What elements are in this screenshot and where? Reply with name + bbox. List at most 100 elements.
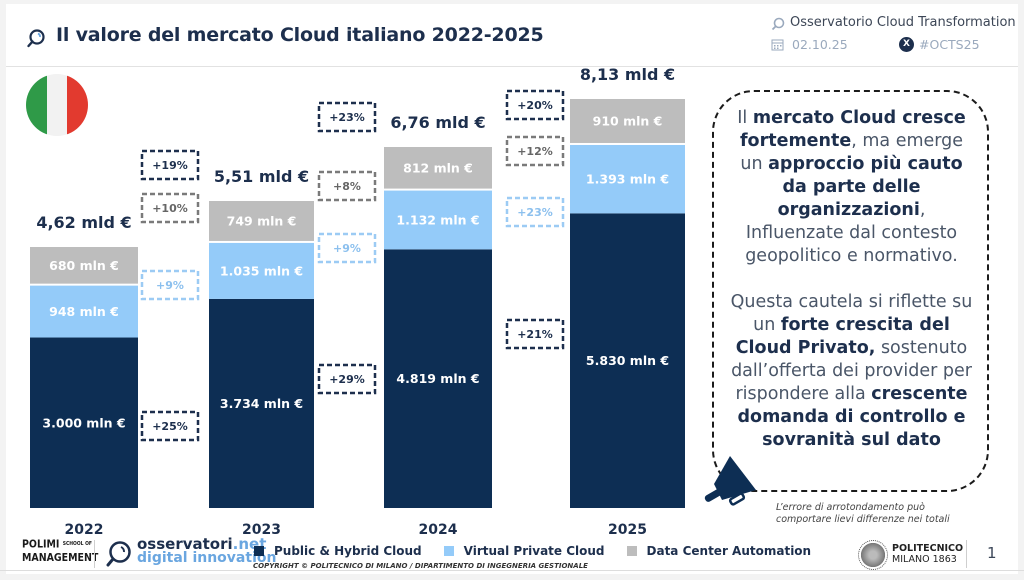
bar-segment-virtual-private <box>570 144 685 214</box>
growth-label: +19% <box>152 159 188 172</box>
bar-segment-data-center <box>30 247 138 284</box>
polimi-logo-line1: POLIMI <box>22 538 60 551</box>
growth-label: +20% <box>517 99 553 112</box>
growth-label: +23% <box>329 111 365 124</box>
bar-segment-virtual-private <box>384 190 492 250</box>
growth-label: +9% <box>333 242 361 255</box>
event-hashtag: #OCTS25 <box>919 37 980 52</box>
callout-text-run: , ma emerge un <box>740 131 964 174</box>
politecnico-seal-icon <box>858 540 888 570</box>
page-title: Il valore del mercato Cloud italiano 202… <box>56 24 544 46</box>
legend-item-public-hybrid: Public & Hybrid Cloud <box>254 544 422 558</box>
bar-segment-label: 3.734 mln € <box>220 396 303 411</box>
page-divider <box>966 540 967 568</box>
bar-segment-label: 910 mln € <box>593 113 663 128</box>
growth-label: +10% <box>152 202 188 215</box>
bar-total-label: 6,76 mld € <box>390 113 485 132</box>
callout-bold-text: forte crescita del Cloud Privato, <box>735 315 950 358</box>
growth-label: +25% <box>152 420 188 433</box>
bar-segment-label: 749 mln € <box>227 213 297 228</box>
bar-segment-public-hybrid <box>570 213 685 508</box>
italy-flag-icon <box>26 74 88 136</box>
x-social-icon: X <box>899 37 914 52</box>
growth-box-virtual-private <box>140 269 200 301</box>
polimi-logo-small: SCHOOL OF <box>62 541 92 547</box>
growth-label: +29% <box>329 373 365 386</box>
footer-divider <box>94 540 95 568</box>
bar-segment-label: 680 mln € <box>49 258 119 273</box>
bar-segment-data-center <box>209 201 314 241</box>
callout-bold-text: crescente domanda di controllo e sovrani… <box>737 384 968 450</box>
polimi-logo-line2: MANAGEMENT <box>22 551 99 564</box>
bar-segment-label: 948 mln € <box>49 304 119 319</box>
callout-box <box>712 90 989 492</box>
callout-text: Il mercato Cloud cresce fortemente, ma e… <box>728 107 975 452</box>
observatory-name: Osservatorio Cloud Transformation <box>790 15 1016 30</box>
callout-text-run: Il <box>737 108 753 128</box>
growth-box-total <box>505 89 565 121</box>
year-label: 2022 <box>65 522 104 538</box>
legend-label: Public & Hybrid Cloud <box>274 544 422 558</box>
chart-legend: Public & Hybrid Cloud Virtual Private Cl… <box>254 544 811 558</box>
growth-box-data-center <box>505 135 565 167</box>
callout-paragraph-2: Questa cautela si riflette su un forte c… <box>728 291 975 452</box>
bar-segment-public-hybrid <box>209 298 314 508</box>
bar-segment-public-hybrid <box>384 249 492 508</box>
calendar-icon <box>771 39 784 51</box>
bar-segment-label: 1.393 mln € <box>586 172 669 187</box>
year-label: 2023 <box>242 522 281 538</box>
bar-segment-virtual-private <box>30 285 138 338</box>
growth-box-total <box>140 149 200 181</box>
callout-paragraph-1: Il mercato Cloud cresce fortemente, ma e… <box>728 107 975 268</box>
page-number: 1 <box>987 544 997 562</box>
year-label: 2025 <box>608 522 647 538</box>
callout-bold-text: mercato Cloud cresce fortemente <box>739 108 966 151</box>
magnifier-icon <box>27 29 45 48</box>
growth-label: +21% <box>517 328 553 341</box>
bar-segment-virtual-private <box>209 242 314 299</box>
bar-segment-label: 3.000 mln € <box>42 415 125 430</box>
bar-segment-label: 812 mln € <box>403 160 473 175</box>
bar-segment-label: 4.819 mln € <box>396 371 479 386</box>
bar-segment-label: 1.132 mln € <box>396 212 479 227</box>
growth-box-public-hybrid <box>140 410 200 442</box>
politecnico-subtitle: MILANO 1863 <box>892 554 957 565</box>
callout-text-run: , Influenzate dal contesto geopolitico e… <box>745 200 958 266</box>
growth-label: +8% <box>333 180 361 193</box>
callout-text-run: Questa cautela si riflette su un <box>730 292 973 335</box>
callout-text-run: sostenuto dall’offerta dei provider per … <box>731 338 972 404</box>
slide: Il valore del mercato Cloud italiano 202… <box>6 4 1018 574</box>
rounding-note: L’errore di arrotondamento può comportar… <box>776 502 950 525</box>
bottom-border <box>0 570 1024 571</box>
bar-segment-label: 1.035 mln € <box>220 263 303 278</box>
bar-segment-public-hybrid <box>30 337 138 508</box>
bar-segment-data-center <box>570 99 685 143</box>
growth-label: +9% <box>156 279 184 292</box>
copyright-text: COPYRIGHT © POLITECNICO DI MILANO / DIPA… <box>253 562 588 570</box>
callout-bold-text: approccio più cauto da parte delle organ… <box>768 154 963 220</box>
politecnico-logo: POLITECNICO MILANO 1863 <box>892 543 963 565</box>
politecnico-name: POLITECNICO <box>892 543 964 554</box>
growth-label: +12% <box>517 145 553 158</box>
legend-label: Virtual Private Cloud <box>463 544 605 558</box>
polimi-logo: POLIMI SCHOOL OF MANAGEMENT <box>22 538 98 565</box>
growth-box-public-hybrid <box>505 318 565 350</box>
bar-total-label: 8,13 mld € <box>580 65 675 84</box>
year-label: 2024 <box>419 522 458 538</box>
legend-item-data-center: Data Center Automation <box>626 544 812 558</box>
osservatori-logo: osservatori.net digital innovation <box>137 535 276 566</box>
observatory-icon <box>771 17 785 31</box>
event-date: 02.10.25 <box>792 37 848 52</box>
bar-total-label: 4,62 mld € <box>36 213 131 232</box>
legend-label: Data Center Automation <box>646 544 812 558</box>
stacked-bar-chart: 3.000 mln € 948 mln € 680 mln € 4,62 mld € 2… <box>30 65 685 538</box>
osservatori-name: osservatori <box>137 535 233 553</box>
header-divider <box>6 66 1018 67</box>
growth-box-total <box>317 101 377 133</box>
growth-box-data-center <box>140 192 200 224</box>
bar-segment-data-center <box>384 147 492 189</box>
growth-box-data-center <box>317 170 377 202</box>
growth-label: +23% <box>517 206 553 219</box>
growth-box-virtual-private <box>505 196 565 228</box>
legend-swatch <box>254 546 264 556</box>
